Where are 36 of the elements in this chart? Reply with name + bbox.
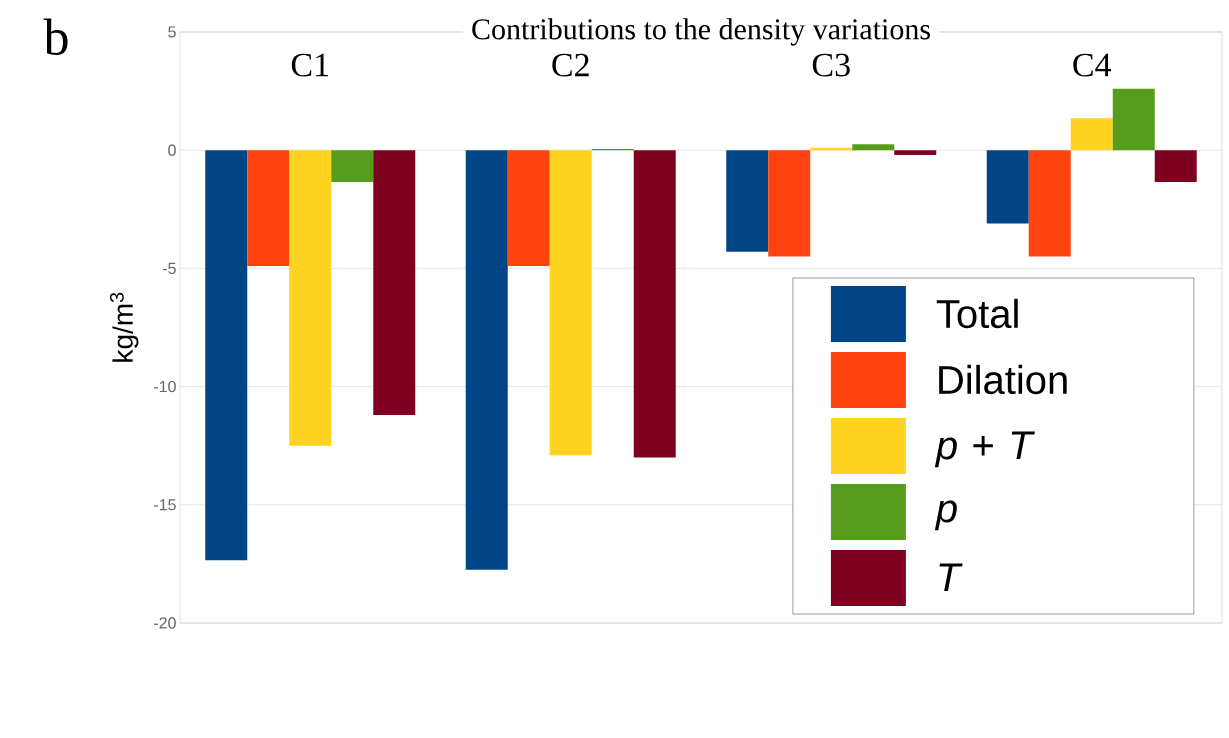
bar [1154,150,1197,183]
bar [1028,150,1071,257]
legend-label: Dilation [939,364,1067,395]
bar [726,150,769,252]
bar [852,144,895,151]
chart-title: Contributions to the density variations [472,18,930,46]
bar [331,150,374,183]
bar [986,150,1029,224]
y-tick-label: -15 [154,499,176,511]
bar [549,150,592,456]
legend-label: T [939,563,963,592]
bar [205,150,248,561]
bar [768,150,811,257]
x-tick-label: C3 [812,53,850,77]
bar [1112,88,1155,151]
bar [465,150,508,570]
bar [1070,118,1113,151]
bar [373,150,416,415]
y-tick-label: 5 [168,26,176,38]
bar [633,150,676,458]
x-tick-label: C2 [552,53,589,77]
legend-label: p [934,500,957,531]
bar [247,150,290,267]
bar [289,150,332,446]
y-axis-title: kg/m$^{3}$ [109,292,139,362]
bar [507,150,550,267]
bar [894,150,937,155]
text: b [43,18,68,56]
y-tick-label: -5 [162,262,176,274]
x-tick-label: C1 [291,53,329,77]
y-tick-label: -20 [154,617,176,629]
legend-label: p + T [934,431,1035,468]
y-tick-label: 0 [168,144,176,156]
legend-label: Total [936,298,1018,329]
y-tick-label: -10 [154,380,176,393]
x-tick-label: C4 [1073,53,1112,77]
